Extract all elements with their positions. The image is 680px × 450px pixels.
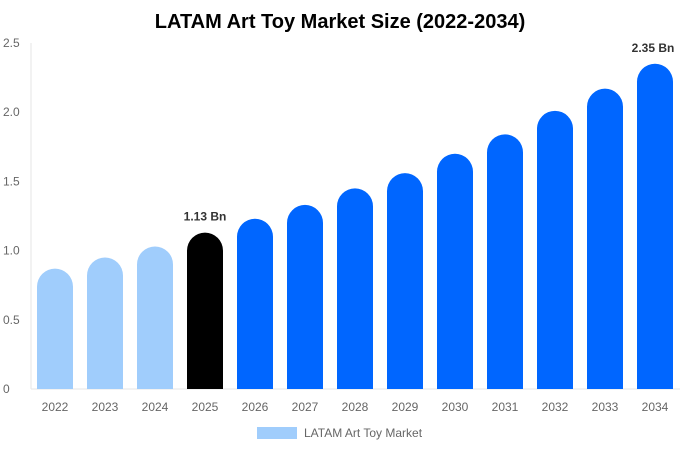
data-label: 2.35 Bn	[632, 41, 675, 55]
bar-2024[interactable]	[137, 246, 173, 389]
x-tick-label: 2028	[342, 400, 369, 414]
bar-2022[interactable]	[37, 268, 73, 389]
y-tick-label: 0	[3, 382, 10, 396]
bar-2034[interactable]	[637, 63, 673, 389]
x-tick-label: 2025	[192, 400, 219, 414]
chart-title: LATAM Art Toy Market Size (2022-2034)	[155, 11, 525, 33]
y-tick-label: 1.0	[3, 244, 20, 258]
x-tick-label: 2023	[92, 400, 119, 414]
y-tick-label: 2.5	[3, 36, 20, 50]
x-tick-label: 2032	[542, 400, 569, 414]
x-tick-label: 2033	[592, 400, 619, 414]
bar-2023[interactable]	[87, 257, 123, 389]
bar-2031[interactable]	[487, 134, 523, 389]
data-label: 1.13 Bn	[184, 210, 227, 224]
legend-label[interactable]: LATAM Art Toy Market	[304, 426, 423, 440]
x-tick-label: 2026	[242, 400, 269, 414]
bar-2028[interactable]	[337, 188, 373, 389]
x-tick-label: 2030	[442, 400, 469, 414]
bar-2027[interactable]	[287, 204, 323, 389]
x-tick-label: 2022	[42, 400, 69, 414]
y-tick-label: 0.5	[3, 313, 20, 327]
bar-2029[interactable]	[387, 173, 423, 389]
y-tick-label: 1.5	[3, 174, 20, 188]
y-tick-label: 2.0	[3, 105, 20, 119]
x-tick-label: 2034	[642, 400, 669, 414]
bar-2025[interactable]	[187, 232, 223, 389]
x-tick-label: 2024	[142, 400, 169, 414]
bar-2030[interactable]	[437, 153, 473, 389]
bar-2033[interactable]	[587, 88, 623, 390]
bar-2032[interactable]	[537, 110, 573, 390]
x-tick-label: 2031	[492, 400, 519, 414]
legend-swatch[interactable]	[257, 427, 297, 439]
x-tick-label: 2029	[392, 400, 419, 414]
x-tick-label: 2027	[292, 400, 319, 414]
bar-2026[interactable]	[237, 218, 273, 389]
